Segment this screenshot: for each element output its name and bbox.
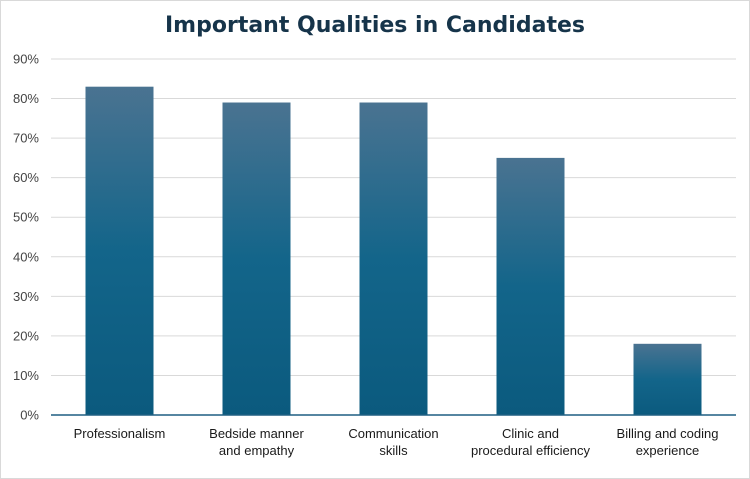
y-tick-label: 80% — [13, 91, 39, 106]
x-axis-category-labels: Professionalism Bedside manner and empathy… — [74, 426, 719, 458]
y-tick-label: 90% — [13, 52, 39, 67]
x-category-label: Clinic and procedural efficiency — [471, 426, 590, 458]
chart-title: Important Qualities in Candidates — [165, 13, 585, 38]
y-tick-label: 30% — [13, 289, 39, 304]
y-tick-label: 50% — [13, 210, 39, 225]
y-tick-label: 0% — [20, 408, 39, 423]
y-tick-label: 40% — [13, 249, 39, 264]
x-category-label: Bedside manner and empathy — [209, 426, 304, 458]
bars — [85, 86, 702, 415]
x-category-label: Billing and coding experience — [617, 426, 719, 458]
y-tick-label: 70% — [13, 131, 39, 146]
bar-professionalism — [85, 86, 154, 415]
y-tick-label: 20% — [13, 328, 39, 343]
x-category-label: Communication skills — [348, 426, 438, 458]
bar-billing-and-coding-experience — [633, 343, 702, 415]
x-category-label: Professionalism — [74, 426, 166, 441]
y-tick-label: 60% — [13, 170, 39, 185]
bar-bedside-manner-and-empathy — [222, 102, 291, 415]
y-axis-tick-labels: 0% 10% 20% 30% 40% 50% 60% 70% 80% 90% — [13, 52, 39, 423]
bar-communication-skills — [359, 102, 428, 415]
bar-clinic-and-procedural-efficiency — [496, 157, 565, 415]
y-tick-label: 10% — [13, 368, 39, 383]
